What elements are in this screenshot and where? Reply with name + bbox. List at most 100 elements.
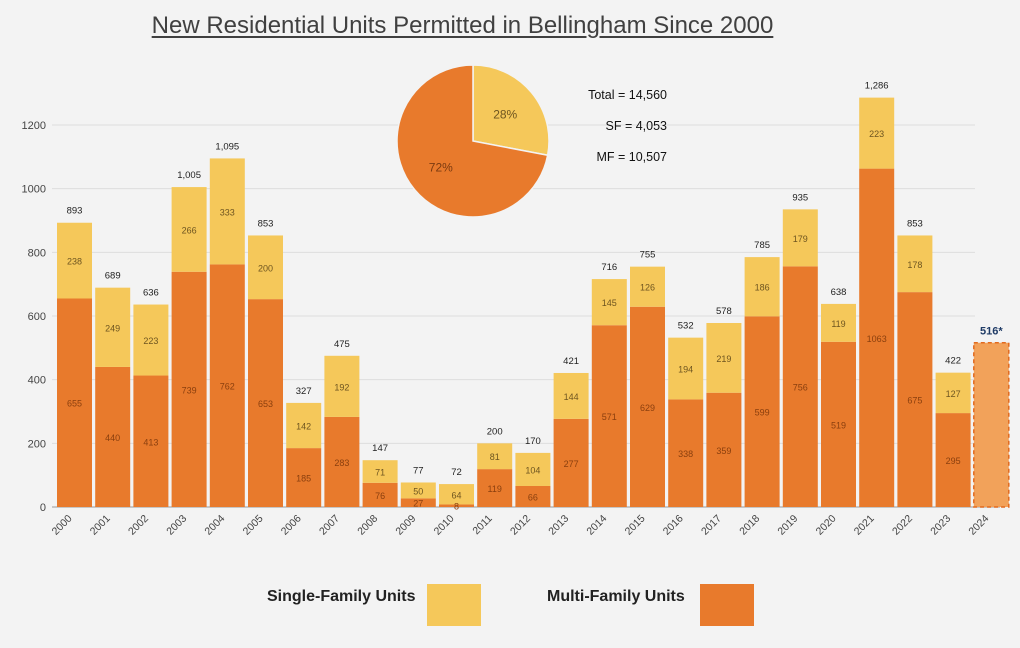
sf-value-label: 186 xyxy=(755,283,770,293)
total-label: 72 xyxy=(451,467,462,478)
mf-value-label: 519 xyxy=(831,420,846,430)
mf-value-label: 359 xyxy=(716,446,731,456)
x-tick-label: 2012 xyxy=(508,513,533,538)
total-label: 853 xyxy=(258,218,274,229)
legend-sf-swatch xyxy=(427,584,481,626)
sf-value-label: 142 xyxy=(296,422,311,432)
x-tick-label: 2020 xyxy=(814,513,839,538)
sf-value-label: 223 xyxy=(869,129,884,139)
bar-sf-2000 xyxy=(57,222,92,299)
bar-mf-2018 xyxy=(744,316,780,507)
sf-stat: SF = 4,053 xyxy=(605,119,668,133)
bar-mf-2007 xyxy=(324,416,360,507)
bar-mf-2005 xyxy=(248,299,283,507)
total-label: 638 xyxy=(831,287,847,298)
total-stat: Total = 14,560 xyxy=(588,88,667,102)
bars: 655 238 893 440 249 689 413 223 636 739 266 1,005 76… xyxy=(57,81,1010,512)
bar-mf-2015 xyxy=(630,306,665,507)
mf-value-label: 76 xyxy=(375,491,385,501)
bar-mf-2001 xyxy=(95,366,131,507)
total-label: 853 xyxy=(907,218,923,229)
x-tick-label: 2017 xyxy=(699,513,724,538)
legend-mf-swatch xyxy=(700,584,754,626)
mf-value-label: 571 xyxy=(602,412,617,422)
bar-mf-2006 xyxy=(286,448,322,507)
x-tick-label: 2016 xyxy=(661,513,686,538)
legend-mf-label: Multi-Family Units xyxy=(547,588,685,605)
total-label: 147 xyxy=(372,443,388,454)
mf-value-label: 66 xyxy=(528,492,538,502)
mf-value-label: 295 xyxy=(946,456,961,466)
sf-value-label: 192 xyxy=(334,382,349,392)
bar-sf-2016 xyxy=(668,337,704,400)
x-tick-label: 2008 xyxy=(355,513,380,538)
x-tick-label: 2023 xyxy=(928,513,953,538)
bar-sf-2019 xyxy=(782,209,818,267)
bar-mf-2021 xyxy=(859,168,895,507)
bar-sf-2010 xyxy=(439,484,474,505)
sf-value-label: 333 xyxy=(220,207,235,217)
total-label: 77 xyxy=(413,465,424,476)
mf-value-label: 8 xyxy=(454,502,459,512)
x-tick-label: 2006 xyxy=(279,513,304,538)
bar-mf-2004 xyxy=(209,264,245,507)
pie-slice-label: 28% xyxy=(493,107,517,121)
x-tick-label: 2021 xyxy=(852,513,877,538)
bar-sf-2021 xyxy=(859,97,895,169)
y-tick-label: 0 xyxy=(40,502,46,514)
sf-value-label: 81 xyxy=(490,452,500,462)
y-tick-label: 200 xyxy=(28,438,46,450)
total-label: 785 xyxy=(754,240,770,251)
total-label: 327 xyxy=(296,386,312,397)
bar-sf-2005 xyxy=(248,235,283,300)
total-label: 636 xyxy=(143,288,159,299)
x-tick-label: 2005 xyxy=(241,513,266,538)
pie-chart: 28% 72% xyxy=(396,64,550,218)
pie-slice-label: 72% xyxy=(429,161,453,175)
bar-sf-2012 xyxy=(515,452,551,486)
y-tick-label: 1200 xyxy=(22,120,46,132)
sf-value-label: 249 xyxy=(105,323,120,333)
total-label: 532 xyxy=(678,321,694,332)
mf-value-label: 283 xyxy=(334,458,349,468)
sf-value-label: 119 xyxy=(831,319,845,329)
pie-slice-sf xyxy=(472,64,550,157)
bar-mf-2000 xyxy=(57,298,92,507)
bar-mf-2017 xyxy=(706,392,742,507)
bar-mf-2002 xyxy=(133,375,169,507)
sf-value-label: 144 xyxy=(564,392,579,402)
sf-value-label: 194 xyxy=(678,365,693,375)
sf-value-label: 104 xyxy=(525,465,540,475)
total-label: 935 xyxy=(792,192,808,203)
bar-sf-2017 xyxy=(706,323,742,393)
bar-mf-2014 xyxy=(591,325,627,507)
x-tick-label: 2000 xyxy=(50,513,75,538)
total-label: 1,005 xyxy=(177,170,201,181)
x-tick-label: 2024 xyxy=(966,513,991,538)
bar-mf-2016 xyxy=(668,399,704,507)
legend-sf-label: Single-Family Units xyxy=(267,588,416,605)
x-tick-label: 2010 xyxy=(432,513,457,538)
sf-value-label: 71 xyxy=(375,468,385,478)
bar-mf-2010 xyxy=(439,504,474,507)
y-tick-label: 1000 xyxy=(22,184,46,196)
x-tick-label: 2022 xyxy=(890,513,915,538)
mf-value-label: 675 xyxy=(907,396,922,406)
bar-sf-2009 xyxy=(400,482,436,499)
bar-mf-2011 xyxy=(477,469,513,507)
mf-value-label: 629 xyxy=(640,403,655,413)
bar-sf-2002 xyxy=(133,304,169,376)
total-label: 1,095 xyxy=(215,141,239,152)
total-label: 200 xyxy=(487,426,503,437)
mf-value-label: 413 xyxy=(143,437,158,447)
sf-value-label: 238 xyxy=(67,257,82,267)
x-tick-label: 2009 xyxy=(393,513,418,538)
total-label: 170 xyxy=(525,436,541,447)
pie-slice-mf xyxy=(396,64,549,218)
x-tick-label: 2002 xyxy=(126,513,151,538)
total-label: 421 xyxy=(563,356,579,367)
sf-value-label: 126 xyxy=(640,283,655,293)
sf-value-label: 200 xyxy=(258,263,273,273)
total-label: 716 xyxy=(601,262,617,273)
